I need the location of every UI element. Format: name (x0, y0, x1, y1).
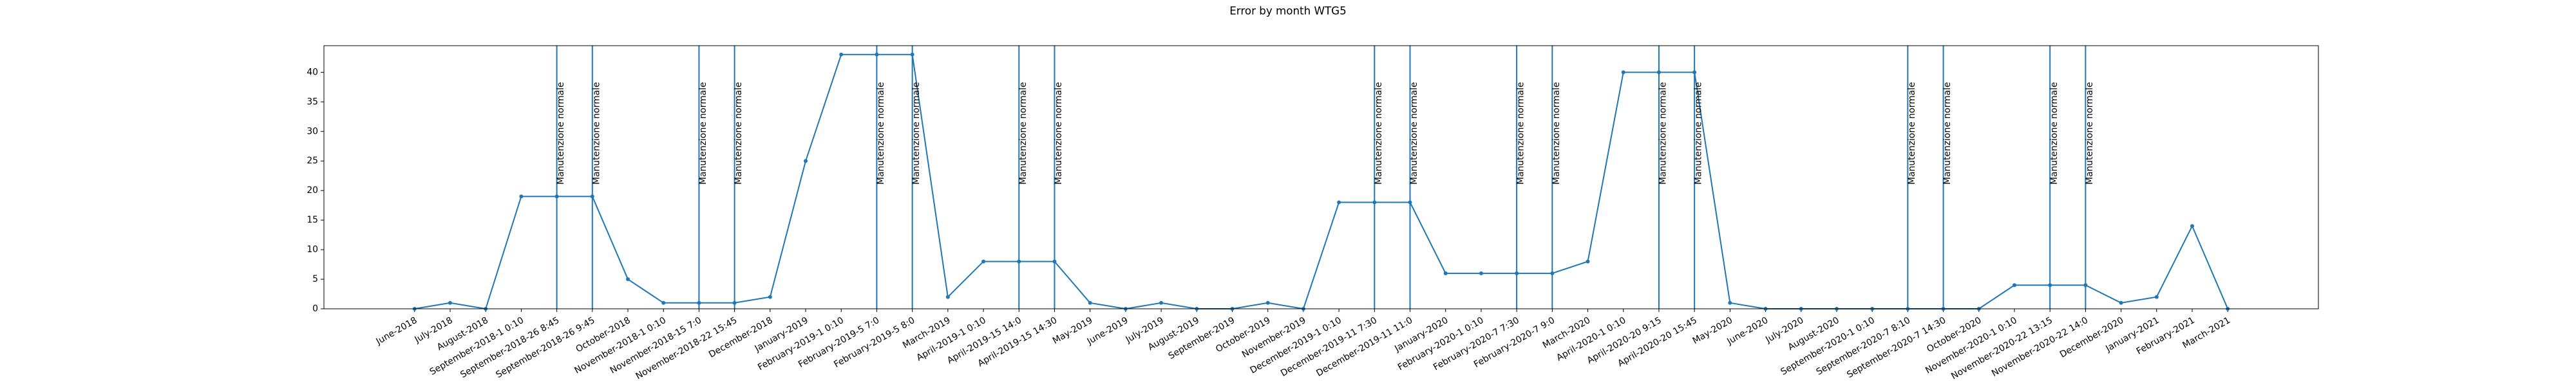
y-tick-label: 5 (312, 274, 318, 284)
point (1159, 300, 1164, 305)
y-tick-label: 10 (307, 244, 318, 255)
annotation: Manutenzione normale (556, 82, 566, 185)
y-tick-label: 15 (307, 215, 318, 225)
y-tick-label: 35 (307, 96, 318, 107)
y-tick-label: 20 (307, 185, 318, 196)
annotation: Manutenzione normale (1018, 82, 1028, 185)
point (661, 300, 666, 305)
annotation: Manutenzione normale (591, 82, 601, 185)
point (1337, 200, 1341, 205)
point (2012, 283, 2016, 288)
point (981, 259, 986, 264)
annotation: Manutenzione normale (1907, 82, 1917, 185)
point (519, 194, 524, 199)
point (2154, 295, 2159, 299)
point (1088, 300, 1092, 305)
annotation: Manutenzione normale (1942, 82, 1953, 185)
y-tick-label: 30 (307, 126, 318, 136)
annotation: Manutenzione normale (1516, 82, 1526, 185)
point (1621, 70, 1625, 75)
point (448, 300, 452, 305)
annotation: Manutenzione normale (1658, 82, 1669, 185)
annotation: Manutenzione normale (2049, 82, 2060, 185)
annotation: Manutenzione normale (876, 82, 886, 185)
annotation: Manutenzione normale (1551, 82, 1562, 185)
annotation: Manutenzione normale (911, 82, 922, 185)
point (945, 295, 950, 299)
point (768, 295, 772, 299)
point (839, 52, 844, 57)
y-tick-label: 40 (307, 67, 318, 77)
annotation: Manutenzione normale (1054, 82, 1064, 185)
point (2119, 300, 2123, 305)
point (1479, 271, 1483, 275)
plot-frame (323, 45, 2319, 309)
point (2190, 224, 2195, 228)
point (1728, 300, 1732, 305)
point (1443, 271, 1448, 275)
annotation: Manutenzione normale (2085, 82, 2095, 185)
point (1265, 300, 1270, 305)
point (626, 277, 630, 282)
y-tick-label: 25 (307, 156, 318, 166)
y-tick-label: 0 (312, 304, 318, 314)
point (804, 159, 808, 163)
annotation: Manutenzione normale (1409, 82, 1419, 185)
annotation: Manutenzione normale (698, 82, 708, 185)
annotation: Manutenzione normale (734, 82, 744, 185)
annotation: Manutenzione normale (1374, 82, 1384, 185)
chart-title: Error by month WTG5 (1229, 5, 1346, 17)
annotation: Manutenzione normale (1694, 82, 1704, 185)
point (1586, 259, 1590, 264)
